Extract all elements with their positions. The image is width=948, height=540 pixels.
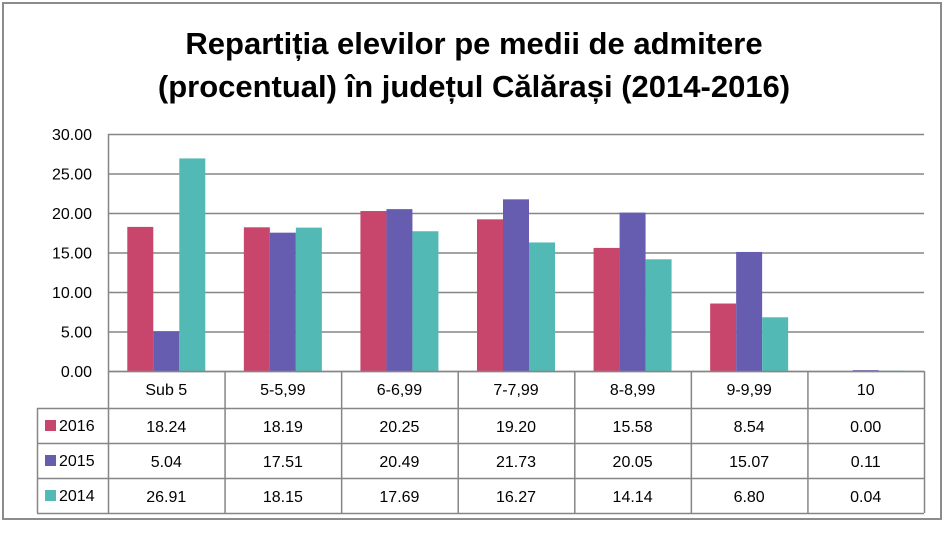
data-label: 20.05 <box>613 454 653 471</box>
bar-2014-5 <box>762 317 789 371</box>
data-label: 18.15 <box>263 489 303 506</box>
chart-title: Repartiția elevilor pe medii de admitere… <box>0 22 948 108</box>
legend-swatch-2015 <box>45 455 56 466</box>
data-label: 17.69 <box>379 489 419 506</box>
bar-2014-4 <box>645 259 672 371</box>
chart-frame <box>2 2 942 520</box>
bar-2015-6 <box>852 370 879 371</box>
y-tick-label: 15.00 <box>52 246 92 263</box>
bar-2015-1 <box>269 232 296 371</box>
category-label: 9-9,99 <box>726 382 771 399</box>
y-tick-label: 0.00 <box>61 364 92 381</box>
data-label: 0.11 <box>851 454 881 471</box>
data-label: 14.14 <box>613 489 653 506</box>
chart-title-line-1: Repartiția elevilor pe medii de admitere <box>185 26 763 61</box>
data-label: 8.54 <box>734 419 765 436</box>
data-label: 19.20 <box>496 419 536 436</box>
y-tick-label: 25.00 <box>52 167 92 184</box>
bar-2016-4 <box>593 247 620 371</box>
category-label: Sub 5 <box>145 382 187 399</box>
bar-2014-1 <box>295 227 322 371</box>
data-label: 18.19 <box>263 419 303 436</box>
category-label: 8-8,99 <box>610 382 655 399</box>
bar-2016-2 <box>360 211 387 371</box>
data-label: 16.27 <box>496 489 536 506</box>
bar-2016-5 <box>710 303 737 371</box>
bar-2015-4 <box>619 212 646 371</box>
bar-2014-2 <box>412 231 439 371</box>
y-tick-label: 20.00 <box>52 206 92 223</box>
bar-2015-0 <box>153 331 180 371</box>
legend-label: 2016 <box>59 418 95 435</box>
bar-2015-2 <box>386 209 413 371</box>
data-label: 26.91 <box>146 489 186 506</box>
bar-2015-3 <box>503 199 529 371</box>
y-tick-label: 30.00 <box>52 127 92 144</box>
data-label: 15.07 <box>729 454 769 471</box>
category-label: 6-6,99 <box>377 382 422 399</box>
data-label: 21.73 <box>496 454 536 471</box>
category-label: 5-5,99 <box>260 382 305 399</box>
y-tick-label: 10.00 <box>52 285 92 302</box>
data-label: 17.51 <box>263 454 303 471</box>
data-label: 20.25 <box>379 419 419 436</box>
bar-2016-0 <box>127 226 154 371</box>
legend-label: 2015 <box>59 453 95 470</box>
y-tick-label: 5.00 <box>61 325 92 342</box>
category-label: 10 <box>857 382 875 399</box>
data-label: 5.04 <box>151 454 182 471</box>
category-label: 7-7,99 <box>493 382 538 399</box>
data-label: 20.49 <box>379 454 419 471</box>
chart-title-line-2: (procentual) în județul Călărași (2014-2… <box>157 69 791 104</box>
legend-swatch-2016 <box>45 420 56 431</box>
data-label: 15.58 <box>613 419 653 436</box>
legend-label: 2014 <box>59 488 95 505</box>
data-label: 18.24 <box>146 419 186 436</box>
bar-2016-3 <box>477 219 503 371</box>
bar-2016-1 <box>243 227 270 371</box>
bar-2014-3 <box>529 242 555 371</box>
data-label: 0.04 <box>850 489 881 506</box>
bar-2014-0 <box>179 158 206 371</box>
data-label: 0.00 <box>850 419 881 436</box>
legend-swatch-2014 <box>45 490 56 501</box>
data-label: 6.80 <box>734 489 765 506</box>
bar-2015-5 <box>736 251 763 371</box>
